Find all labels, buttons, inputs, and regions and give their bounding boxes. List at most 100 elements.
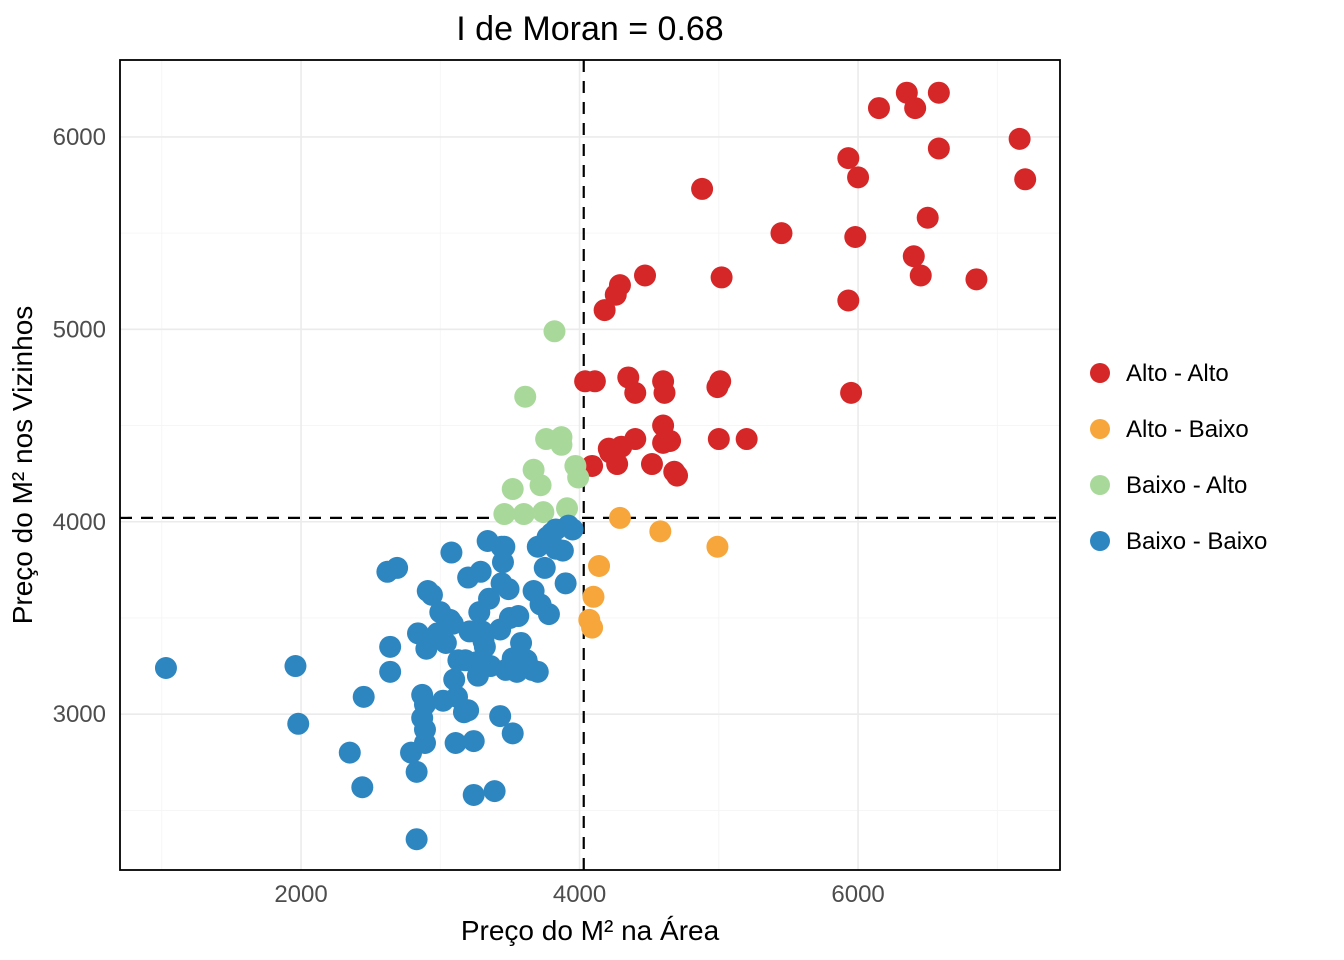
y-tick-label: 6000	[53, 124, 106, 151]
legend-item: Baixo - Baixo	[1090, 528, 1267, 555]
scatter-point	[474, 636, 496, 658]
scatter-point	[624, 428, 646, 450]
scatter-point	[649, 520, 671, 542]
x-tick-label: 2000	[274, 881, 327, 908]
scatter-point	[463, 730, 485, 752]
x-axis-ticks: 2000 4000 6000	[274, 881, 884, 908]
scatter-point	[910, 264, 932, 286]
scatter-point	[414, 732, 436, 754]
scatter-point	[588, 555, 610, 577]
scatter-point	[414, 694, 436, 716]
moran-scatter-chart: I de Moran = 0.68 2000 4000 6000 3000 4000 5…	[0, 0, 1344, 960]
scatter-point	[567, 467, 589, 489]
scatter-point	[550, 426, 572, 448]
scatter-point	[1014, 168, 1036, 190]
scatter-point	[493, 503, 515, 525]
legend-label: Baixo - Alto	[1126, 472, 1247, 499]
scatter-point	[514, 386, 536, 408]
scatter-point	[837, 289, 859, 311]
legend-swatch	[1090, 419, 1110, 439]
scatter-point	[513, 503, 535, 525]
scatter-point	[562, 518, 584, 540]
scatter-point	[353, 686, 375, 708]
x-tick-label: 4000	[553, 881, 606, 908]
scatter-point	[711, 266, 733, 288]
legend: Alto - Alto Alto - Baixo Baixo - Alto Baixo…	[1090, 360, 1267, 555]
legend-swatch	[1090, 363, 1110, 383]
scatter-point	[351, 776, 373, 798]
scatter-point	[530, 474, 552, 496]
scatter-point	[708, 428, 730, 450]
scatter-point	[534, 557, 556, 579]
scatter-point	[581, 617, 603, 639]
legend-item: Baixo - Alto	[1090, 472, 1247, 499]
scatter-point	[552, 540, 574, 562]
legend-swatch	[1090, 531, 1110, 551]
scatter-point	[440, 542, 462, 564]
scatter-point	[284, 655, 306, 677]
legend-item: Alto - Alto	[1090, 360, 1229, 387]
legend-swatch	[1090, 475, 1110, 495]
x-axis-label: Preço do M² na Área	[461, 915, 720, 946]
scatter-point	[582, 586, 604, 608]
scatter-point	[666, 465, 688, 487]
scatter-point	[654, 382, 676, 404]
legend-label: Alto - Baixo	[1126, 416, 1249, 443]
scatter-point	[406, 828, 428, 850]
y-tick-label: 3000	[53, 701, 106, 728]
scatter-point	[837, 147, 859, 169]
scatter-point	[498, 578, 520, 600]
scatter-point	[840, 382, 862, 404]
scatter-point	[538, 603, 560, 625]
scatter-point	[736, 428, 758, 450]
scatter-point	[706, 536, 728, 558]
scatter-point	[502, 478, 524, 500]
scatter-point	[406, 761, 428, 783]
scatter-point	[634, 264, 656, 286]
legend-label: Alto - Alto	[1126, 360, 1229, 387]
y-tick-label: 4000	[53, 509, 106, 536]
scatter-point	[379, 636, 401, 658]
scatter-point	[847, 166, 869, 188]
scatter-point	[903, 245, 925, 267]
scatter-point	[659, 430, 681, 452]
y-axis-label: Preço do M² nos Vizinhos	[7, 306, 38, 625]
y-tick-label: 5000	[53, 316, 106, 343]
scatter-point	[379, 661, 401, 683]
scatter-point	[484, 780, 506, 802]
scatter-point	[868, 97, 890, 119]
scatter-point	[917, 207, 939, 229]
scatter-point	[470, 561, 492, 583]
scatter-point	[844, 226, 866, 248]
scatter-point	[641, 453, 663, 475]
x-tick-label: 6000	[831, 881, 884, 908]
scatter-point	[463, 784, 485, 806]
scatter-point	[287, 713, 309, 735]
chart-title: I de Moran = 0.68	[456, 10, 723, 48]
scatter-point	[928, 82, 950, 104]
scatter-point	[155, 657, 177, 679]
scatter-point	[492, 551, 514, 573]
scatter-point	[507, 605, 529, 627]
scatter-point	[691, 178, 713, 200]
scatter-point	[584, 370, 606, 392]
chart-svg: I de Moran = 0.68 2000 4000 6000 3000 4000 5…	[0, 0, 1344, 960]
scatter-point	[928, 138, 950, 160]
scatter-point	[709, 370, 731, 392]
scatter-point	[502, 722, 524, 744]
scatter-point	[605, 284, 627, 306]
scatter-point	[457, 699, 479, 721]
scatter-point	[609, 507, 631, 529]
scatter-point	[386, 557, 408, 579]
scatter-point	[543, 320, 565, 342]
y-axis-ticks: 3000 4000 5000 6000	[53, 124, 106, 728]
scatter-point	[965, 268, 987, 290]
scatter-point	[339, 742, 361, 764]
legend-item: Alto - Baixo	[1090, 416, 1249, 443]
legend-label: Baixo - Baixo	[1126, 528, 1267, 555]
scatter-point	[555, 572, 577, 594]
scatter-point	[770, 222, 792, 244]
scatter-point	[1009, 128, 1031, 150]
scatter-point	[624, 382, 646, 404]
scatter-point	[904, 97, 926, 119]
